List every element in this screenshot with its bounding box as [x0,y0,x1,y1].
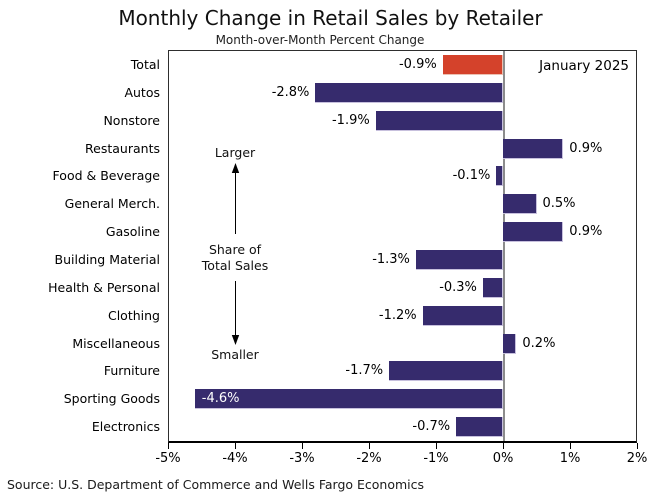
annotation-share-line1: Share of [208,242,262,257]
value-label: -1.9% [331,112,370,128]
chart-title: Monthly Change in Retail Sales by Retail… [118,6,543,30]
x-tick-mark [301,443,303,449]
category-label: Clothing [107,307,160,323]
bar-autos [315,82,503,103]
date-annotation: January 2025 [539,58,629,74]
x-tick-mark [167,443,169,449]
zero-baseline [503,51,505,441]
category-label: Autos [124,84,160,100]
annotation-share-line2: Total Sales [201,258,269,273]
value-label: -0.9% [398,56,437,72]
value-label: 0.5% [542,196,576,212]
bar-nonstore [375,110,503,131]
category-label: Restaurants [85,140,160,156]
value-label: 0.9% [569,224,603,240]
x-tick-label: -3% [289,451,315,466]
arrow-up-icon [231,163,240,234]
x-tick-label: -4% [222,451,248,466]
x-tick-label: 0% [492,451,514,466]
value-label: -0.3% [439,279,477,295]
category-label: Nonstore [103,112,160,128]
category-axis: Total Autos Nonstore Restaurants Food & Beve… [0,50,160,443]
value-label: 0.2% [522,335,556,351]
chart-subtitle: Month-over-Month Percent Change [215,33,425,47]
value-label: -4.6% [201,391,240,407]
value-label: -0.1% [452,168,491,184]
bar-clothing [422,305,503,326]
category-label: Building Material [54,252,160,267]
bar-general-merch- [503,194,537,215]
x-tick-mark [435,443,437,449]
annotation-share-of-total-sales: Share of Total Sales [170,242,300,274]
value-label: -1.3% [372,251,410,267]
category-label: Furniture [103,363,160,379]
value-label: -2.8% [271,84,310,100]
category-label: General Merch. [64,196,160,212]
annotation-larger: Larger [214,145,256,160]
x-tick-mark [234,443,236,449]
category-label: Electronics [91,419,160,435]
value-label: -1.2% [378,307,417,323]
value-label: 0.9% [569,140,603,156]
x-tick-label: -2% [356,451,382,466]
bar-gasoline [503,222,564,243]
arrow-down-icon [231,281,240,345]
source-text: Source: U.S. Department of Commerce and … [7,477,425,492]
x-tick-mark [636,443,638,449]
value-label: -0.7% [412,419,451,435]
x-tick-label: 2% [626,451,648,466]
bar-miscellaneous [503,333,517,354]
category-label: Sporting Goods [63,391,160,407]
category-label: Gasoline [105,224,160,240]
plot-area: January 2025 -0.9% -2.8% -1.9% 0.9% -0.1% 0.5… [168,50,637,443]
category-label: Health & Personal [48,279,160,295]
x-tick-mark [368,443,370,449]
category-label: Food & Beverage [52,168,160,184]
bar-building-material [415,249,503,270]
category-label: Miscellaneous [72,335,160,351]
bar-total [442,54,503,75]
x-tick-mark [502,443,504,449]
bar-health-personal [482,277,503,298]
x-tick-label: 1% [559,451,581,466]
bar-restaurants [503,138,564,159]
category-label: Total [130,57,160,72]
bar-sporting-goods [194,389,503,410]
x-tick-label: -5% [155,451,181,466]
x-tick-mark [569,443,571,449]
value-label: -1.7% [345,363,384,379]
annotation-smaller: Smaller [211,347,259,362]
x-tick-label: -1% [423,451,449,466]
bar-furniture [389,361,503,382]
bar-electronics [456,417,503,438]
bar-food-beverage [496,166,503,187]
